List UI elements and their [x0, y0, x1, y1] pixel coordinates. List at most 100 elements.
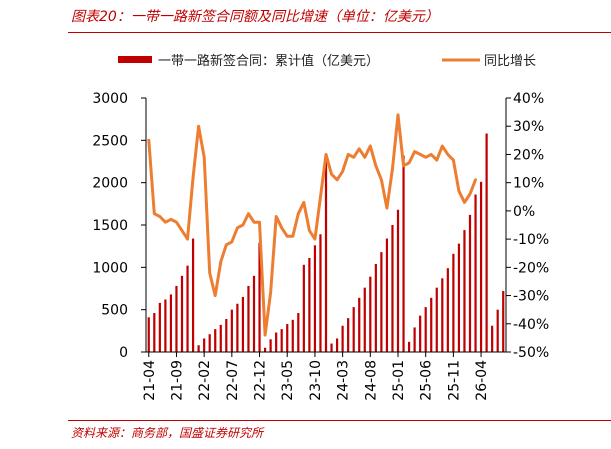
bar	[452, 253, 455, 352]
bar	[457, 243, 461, 352]
bar	[335, 338, 339, 352]
bar	[275, 332, 278, 352]
growth-line	[147, 113, 477, 337]
bar	[158, 302, 161, 352]
bar	[153, 313, 156, 352]
x-tick-label: 25-06	[419, 360, 435, 401]
bar	[297, 313, 300, 352]
bar	[435, 287, 438, 352]
right-axis: -50% -40% -30% -20% -10% 0% 10% 20% 30% 40%	[505, 91, 549, 361]
right-tick-label: 0%	[513, 204, 535, 220]
bar	[186, 265, 189, 352]
right-tick-label: -50%	[513, 345, 549, 361]
left-tick-label: 0	[119, 345, 128, 361]
left-tick-label: 3000	[92, 91, 128, 107]
bar	[269, 339, 272, 352]
x-tick-label: 23-05	[280, 360, 296, 401]
left-tick-label: 2500	[92, 133, 128, 149]
bar	[385, 238, 389, 352]
bar	[446, 268, 449, 352]
bar	[263, 347, 267, 352]
bar	[396, 209, 400, 352]
bar	[236, 303, 239, 352]
right-tick-label: -40%	[513, 317, 549, 333]
figure-title: 图表20：一带一路新签合同额及同比增速（单位：亿美元）	[71, 9, 439, 25]
bar	[147, 317, 150, 352]
bar	[358, 297, 361, 352]
bar	[491, 325, 494, 352]
legend-bar-label: 一带一路新签合同：累计值（亿美元）	[158, 53, 379, 69]
bar	[430, 297, 433, 352]
source-rule	[68, 420, 611, 421]
bar	[252, 275, 256, 352]
bar	[191, 238, 195, 352]
bar	[203, 338, 206, 352]
bar	[286, 324, 289, 352]
left-tick-label: 1500	[92, 218, 128, 234]
bar	[214, 329, 217, 352]
bar	[280, 329, 283, 352]
x-tick-label: 25-01	[391, 360, 407, 401]
source-note: 资料来源：商务部，国盛证券研究所	[71, 426, 264, 440]
bar	[169, 294, 173, 352]
left-tick-label: 1000	[92, 260, 128, 276]
bar	[424, 307, 427, 352]
legend-line-label: 同比增长	[484, 54, 536, 69]
bar	[258, 242, 261, 352]
bar	[402, 155, 405, 352]
right-tick-label: 20%	[513, 147, 544, 163]
bar	[291, 319, 294, 352]
left-tick-label: 2000	[92, 176, 128, 192]
bar	[413, 327, 416, 352]
x-tick-label: 22-12	[253, 360, 269, 401]
bar	[441, 278, 444, 352]
right-tick-label: 10%	[513, 176, 544, 192]
right-tick-label: 40%	[513, 91, 544, 107]
bar	[330, 343, 333, 352]
x-tick-label: 26-04	[474, 360, 490, 401]
bar	[363, 287, 366, 352]
bar	[419, 315, 422, 352]
bar	[463, 230, 466, 352]
bar	[341, 325, 344, 352]
bar	[468, 214, 472, 352]
x-tick-label: 22-02	[197, 360, 213, 401]
bar	[496, 309, 499, 352]
bar	[352, 307, 355, 352]
bar	[474, 194, 477, 352]
x-tick-label: 21-09	[169, 360, 185, 401]
bar	[369, 276, 372, 352]
x-tick-label: 22-07	[225, 360, 241, 401]
bar	[230, 309, 233, 352]
left-tick-label: 500	[101, 303, 128, 319]
right-tick-label: 30%	[513, 119, 544, 135]
bar	[380, 252, 383, 352]
bar	[347, 318, 350, 352]
bar	[313, 245, 317, 352]
bar	[208, 334, 211, 352]
legend: 一带一路新签合同：累计值（亿美元） 同比增长	[118, 53, 536, 69]
bar	[324, 159, 328, 352]
bar	[302, 264, 305, 352]
right-tick-label: -20%	[513, 260, 549, 276]
x-tick-label: 23-10	[308, 360, 324, 401]
bar	[391, 225, 394, 352]
bar	[219, 324, 222, 352]
bar	[374, 263, 377, 352]
right-tick-label: -30%	[513, 289, 549, 305]
bar	[225, 318, 228, 352]
bar	[479, 181, 483, 352]
title-rule	[68, 32, 611, 33]
bar	[407, 341, 411, 352]
bar	[502, 291, 505, 352]
bar	[247, 285, 250, 352]
bar	[319, 234, 322, 352]
bar	[241, 296, 245, 352]
legend-bar-swatch	[118, 56, 152, 63]
bar	[197, 345, 200, 352]
x-tick-label: 25-11	[446, 360, 462, 401]
bar	[308, 258, 311, 352]
left-axis: 0 500 1000 1500 2000 2500 3000	[92, 91, 147, 361]
bar	[180, 275, 184, 352]
